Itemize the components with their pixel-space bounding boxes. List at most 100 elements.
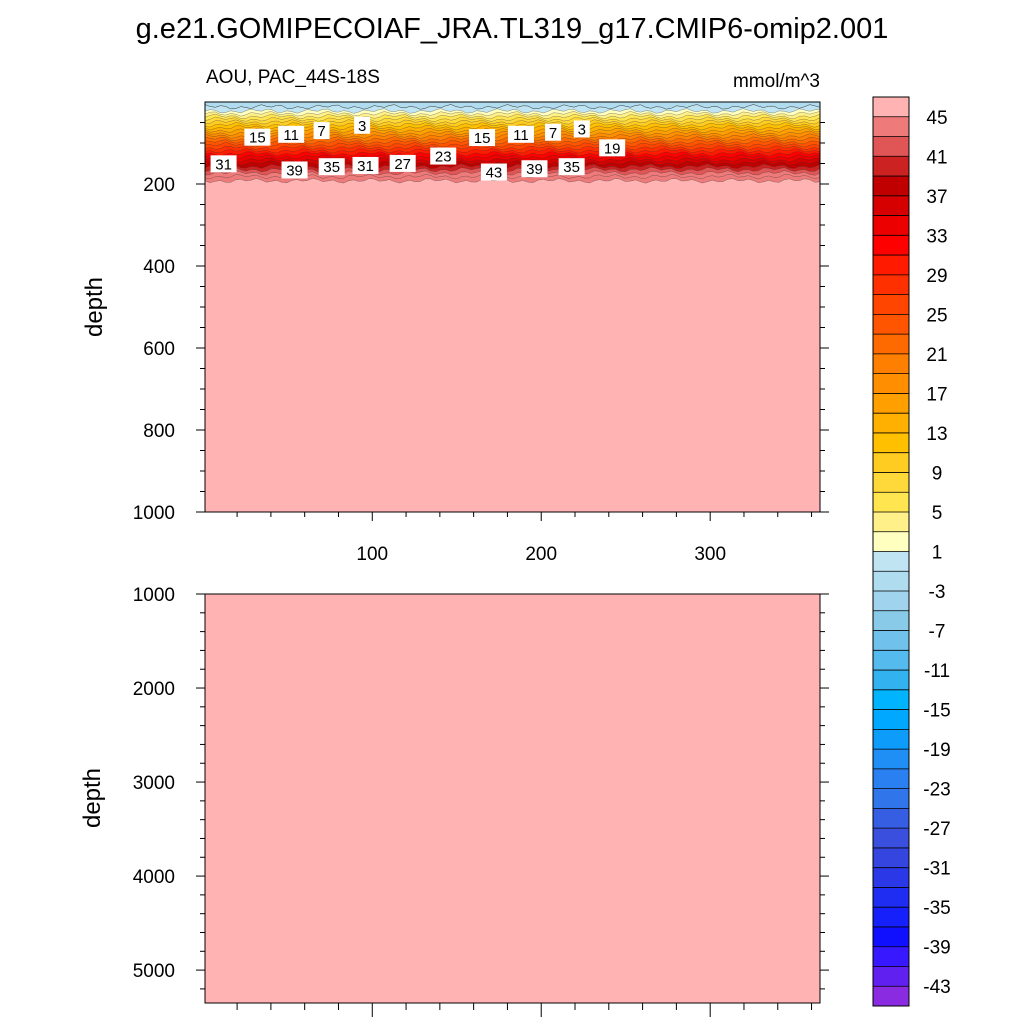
colorbar-swatch	[873, 432, 909, 453]
contour-label-text: 11	[513, 127, 529, 144]
contour-label-text: 35	[323, 159, 340, 176]
colorbar-swatch	[873, 472, 909, 493]
y-tick-label: 400	[143, 257, 175, 278]
contour-label: 19	[599, 139, 626, 157]
contour-label-box	[354, 116, 371, 134]
colorbar-swatch	[873, 116, 909, 137]
colorbar-label: 41	[926, 147, 947, 168]
upper-contour-labels: 3 7 11 15 31 39 35 31 27 23 15 11 7 3 19 43 39 35	[210, 116, 626, 182]
contour-label-text: 35	[563, 159, 580, 176]
contour-label-text: 39	[526, 161, 543, 178]
y-tick-label: 1000	[133, 585, 175, 606]
figure-title: g.e21.GOMIPECOIAF_JRA.TL319_g17.CMIP6-om…	[136, 13, 889, 45]
upper-axis-ticks: 200 400 600 800 1000 100 200 300	[133, 122, 829, 565]
contour-label-box	[480, 163, 507, 181]
contour-label-box	[352, 156, 379, 174]
colorbar-label: -19	[923, 740, 950, 761]
contour-label-box	[313, 122, 330, 140]
colorbar-swatch	[873, 373, 909, 394]
contour-label-box	[545, 123, 562, 141]
colorbar-swatch	[873, 571, 909, 592]
contour-label-text: 31	[215, 156, 232, 173]
colorbar-swatch	[873, 828, 909, 849]
colorbar-swatch	[873, 966, 909, 987]
colorbar-label: -27	[923, 819, 950, 840]
contour-label-text: 27	[394, 156, 411, 173]
y-tick-label: 600	[143, 339, 175, 360]
colorbar-swatch	[873, 650, 909, 671]
contour-label: 3	[354, 116, 371, 135]
y-tick-label: 1000	[133, 503, 175, 524]
colorbar-label: 13	[926, 424, 947, 445]
colorbar-label: -23	[923, 780, 950, 801]
colorbar-label: -43	[923, 977, 950, 998]
colorbar-label: 29	[926, 266, 947, 287]
colorbar-swatch	[873, 788, 909, 809]
upper-units-label: mmol/m^3	[733, 71, 820, 92]
contour-label: 11	[507, 125, 534, 144]
lower-plot-background	[205, 594, 820, 1003]
colorbar-swatch	[873, 195, 909, 216]
contour-band	[205, 102, 820, 110]
x-tick-label: 100	[356, 544, 388, 565]
y-tick-label: 2000	[133, 679, 175, 700]
colorbar-label: 45	[926, 108, 947, 129]
y-tick-label: 200	[143, 175, 175, 196]
colorbar-swatch	[873, 926, 909, 948]
colorbar-label: 1	[932, 543, 943, 564]
colorbar-swatch	[873, 591, 909, 612]
y-tick-label: 800	[143, 421, 175, 442]
contour-label-box	[521, 160, 548, 178]
contour-band	[205, 102, 820, 104]
contour-label-text: 15	[249, 130, 266, 147]
colorbar-swatch	[873, 986, 909, 1007]
contour-label: 7	[545, 123, 562, 142]
colorbar-swatch	[873, 176, 909, 197]
contour-label-box	[599, 139, 626, 157]
y-tick-label: 4000	[133, 867, 175, 888]
contour-label: 35	[318, 158, 345, 176]
lower-y-axis-label: depth	[79, 768, 106, 828]
contour-label: 39	[281, 161, 308, 179]
colorbar: 45 41 37 33 29 25 21 17 13 9 5 1 -3 -7 -11 -15 -19 -23 -27…	[872, 96, 951, 1007]
colorbar-swatch	[873, 808, 909, 829]
colorbar-swatch	[873, 887, 909, 908]
colorbar-swatch	[873, 610, 909, 631]
colorbar-label: -15	[923, 701, 950, 722]
colorbar-swatch	[873, 452, 909, 473]
colorbar-swatch	[873, 97, 909, 118]
contour-label: 23	[430, 147, 457, 166]
colorbar-label: -7	[929, 622, 946, 643]
contour-label-text: 11	[283, 127, 299, 144]
contour-label-text: 39	[286, 162, 303, 179]
y-tick-label: 5000	[133, 961, 175, 982]
colorbar-swatch	[873, 729, 909, 750]
contour-label: 31	[352, 156, 379, 175]
colorbar-label: -35	[923, 898, 950, 919]
colorbar-swatch	[873, 709, 909, 730]
upper-left-label: AOU, PAC_44S-18S	[206, 67, 380, 88]
colorbar-label: -39	[923, 938, 950, 959]
colorbar-swatch	[873, 413, 909, 434]
contour-label-text: 7	[317, 123, 325, 140]
contour-label: 3	[573, 120, 590, 138]
colorbar-swatch	[873, 314, 909, 335]
colorbar-frame	[872, 96, 910, 1007]
colorbar-label: 37	[926, 187, 947, 208]
colorbar-swatch	[873, 294, 909, 315]
contour-label-box	[281, 161, 308, 179]
colorbar-swatch	[873, 393, 909, 414]
colorbar-swatch	[873, 255, 909, 276]
contour-label-text: 31	[357, 158, 374, 175]
contour-label: 39	[521, 160, 548, 178]
colorbar-swatch	[873, 334, 909, 355]
contour-label-box	[430, 147, 457, 165]
contour-label: 7	[313, 122, 330, 140]
colorbar-swatch	[873, 156, 909, 177]
colorbar-swatch	[873, 274, 909, 295]
contour-label-box	[573, 120, 590, 138]
colorbar-swatch	[873, 531, 909, 552]
x-tick-label: 300	[694, 544, 726, 565]
